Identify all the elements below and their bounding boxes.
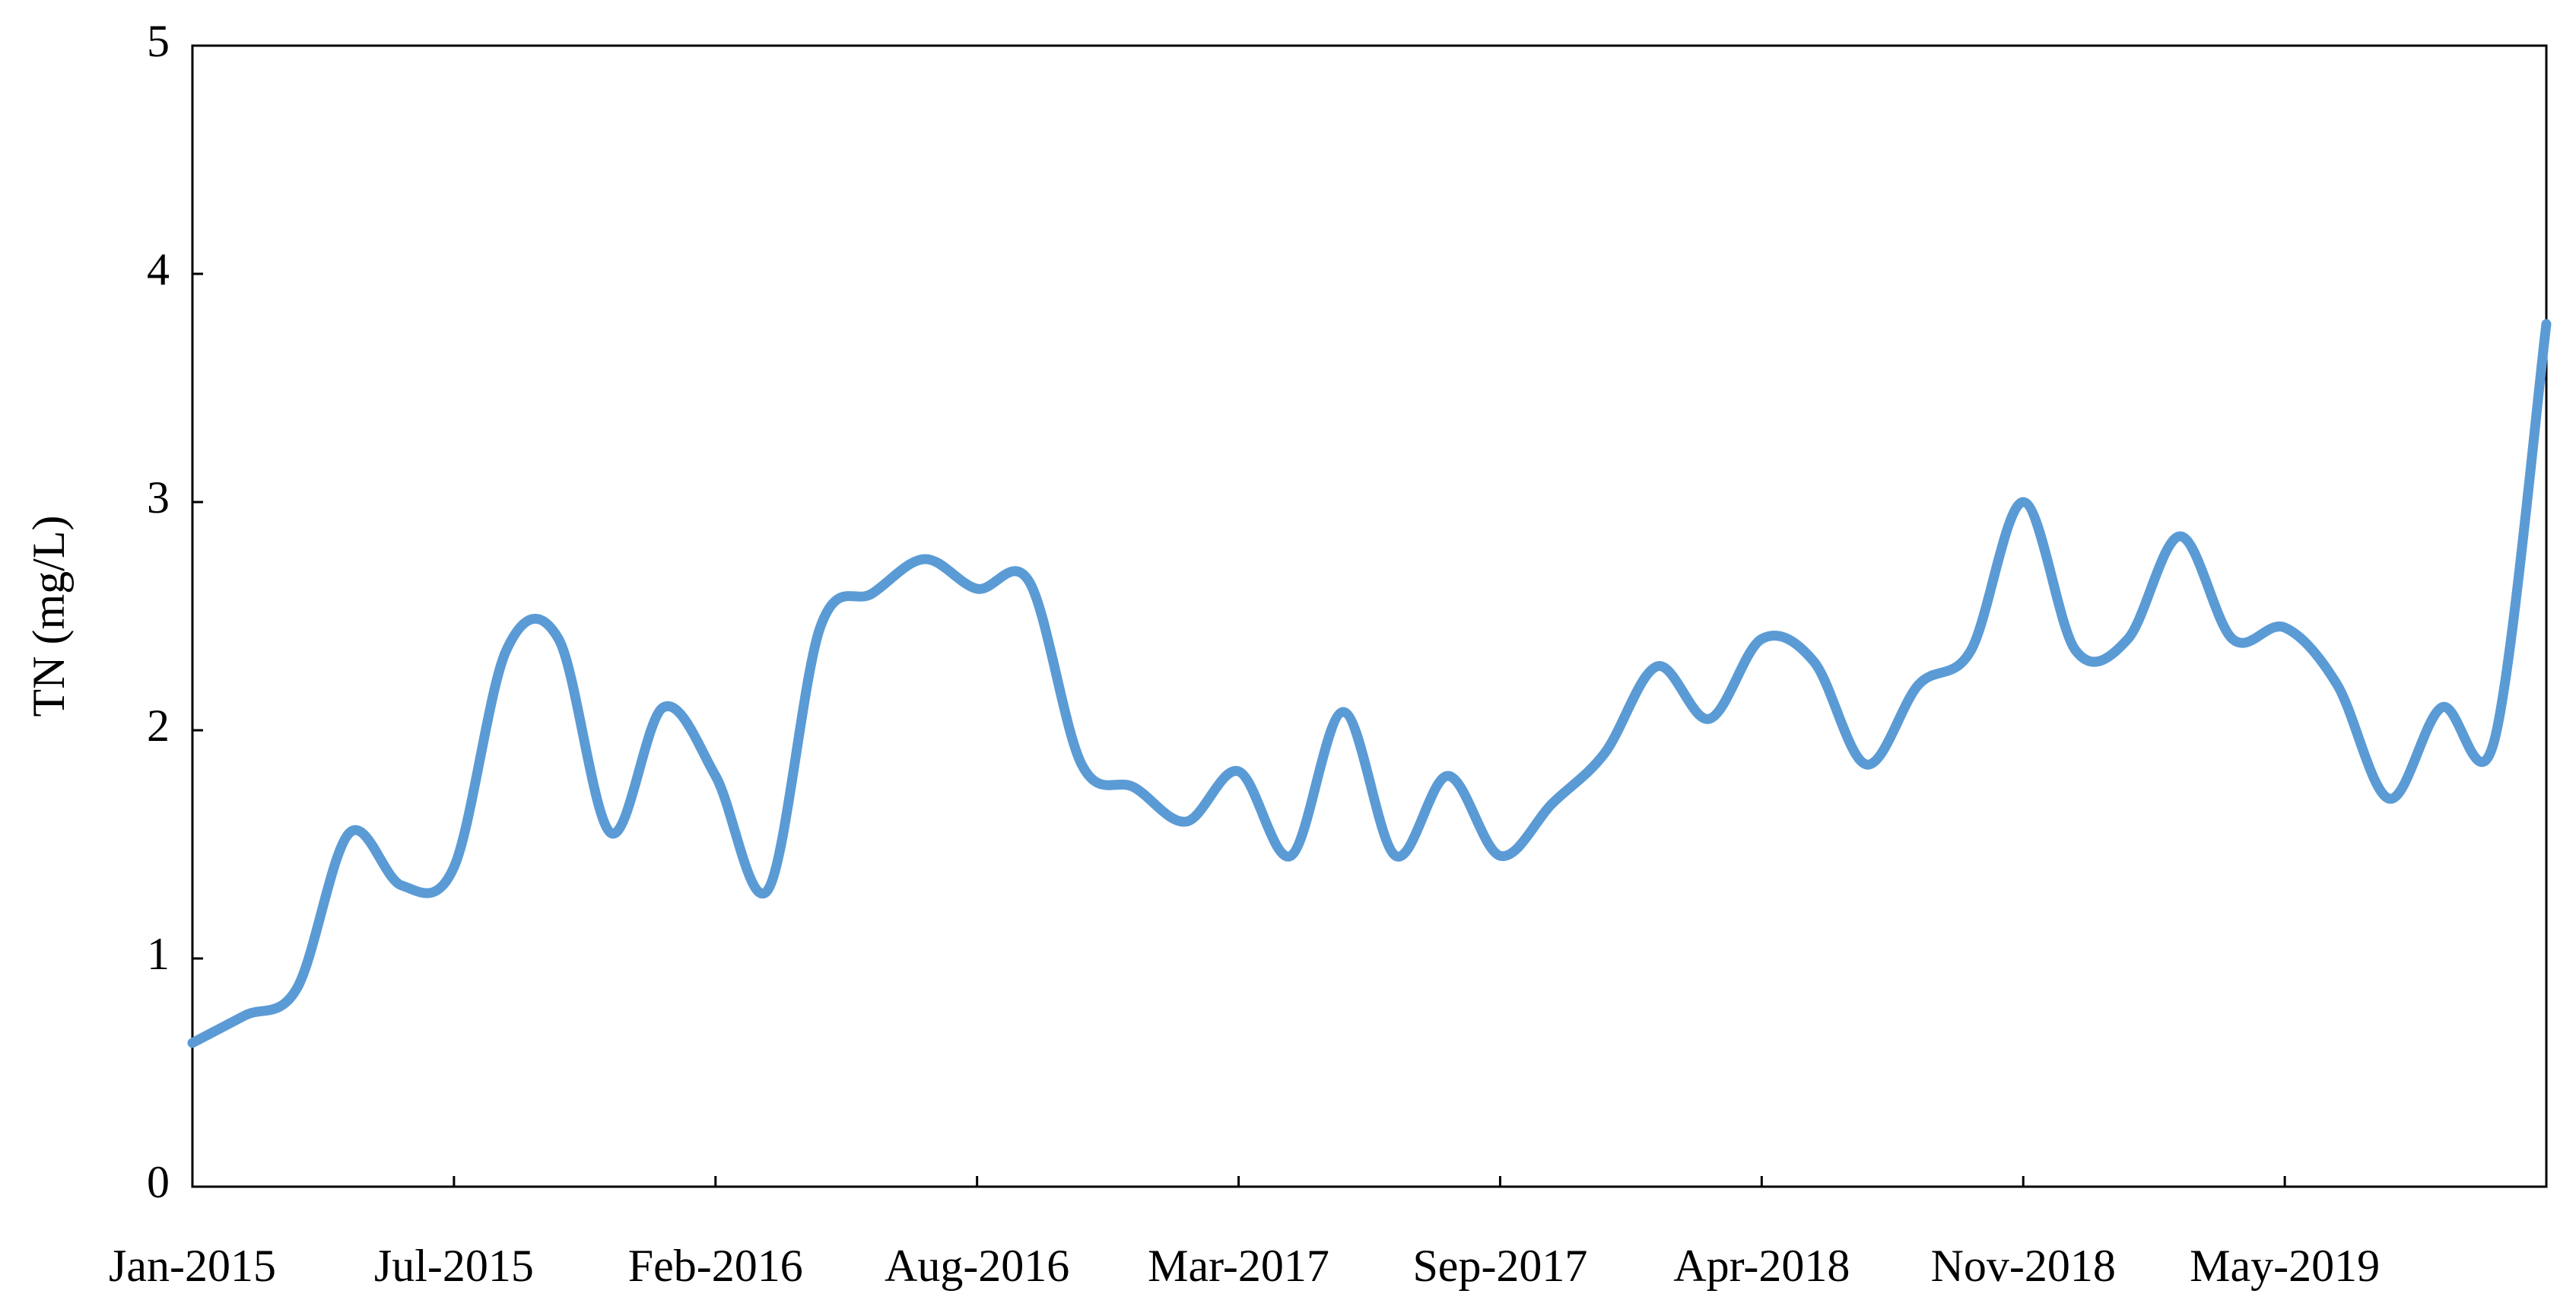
y-tick-label: 2 xyxy=(147,701,170,751)
x-tick-label: Jul-2015 xyxy=(374,1241,534,1291)
y-tick-label: 4 xyxy=(147,244,170,294)
x-tick-label: Jan-2015 xyxy=(109,1241,276,1291)
y-tick-label: 5 xyxy=(147,16,170,66)
x-tick-label: May-2019 xyxy=(2190,1241,2380,1291)
x-tick-label: Feb-2016 xyxy=(628,1241,803,1291)
y-axis-label: TN (mg/L) xyxy=(24,516,74,717)
x-tick-label: Aug-2016 xyxy=(885,1241,1069,1291)
x-tick-label: Apr-2018 xyxy=(1673,1241,1850,1291)
plot-frame xyxy=(191,44,2548,1188)
y-tick-label: 3 xyxy=(147,472,170,523)
y-tick-label: 0 xyxy=(147,1157,170,1207)
x-tick-label: Mar-2017 xyxy=(1148,1241,1329,1291)
x-tick-label: Nov-2018 xyxy=(1931,1241,2116,1291)
x-tick-label: Sep-2017 xyxy=(1412,1241,1587,1291)
data-line xyxy=(187,319,2552,1048)
y-tick-label: 1 xyxy=(147,929,170,979)
